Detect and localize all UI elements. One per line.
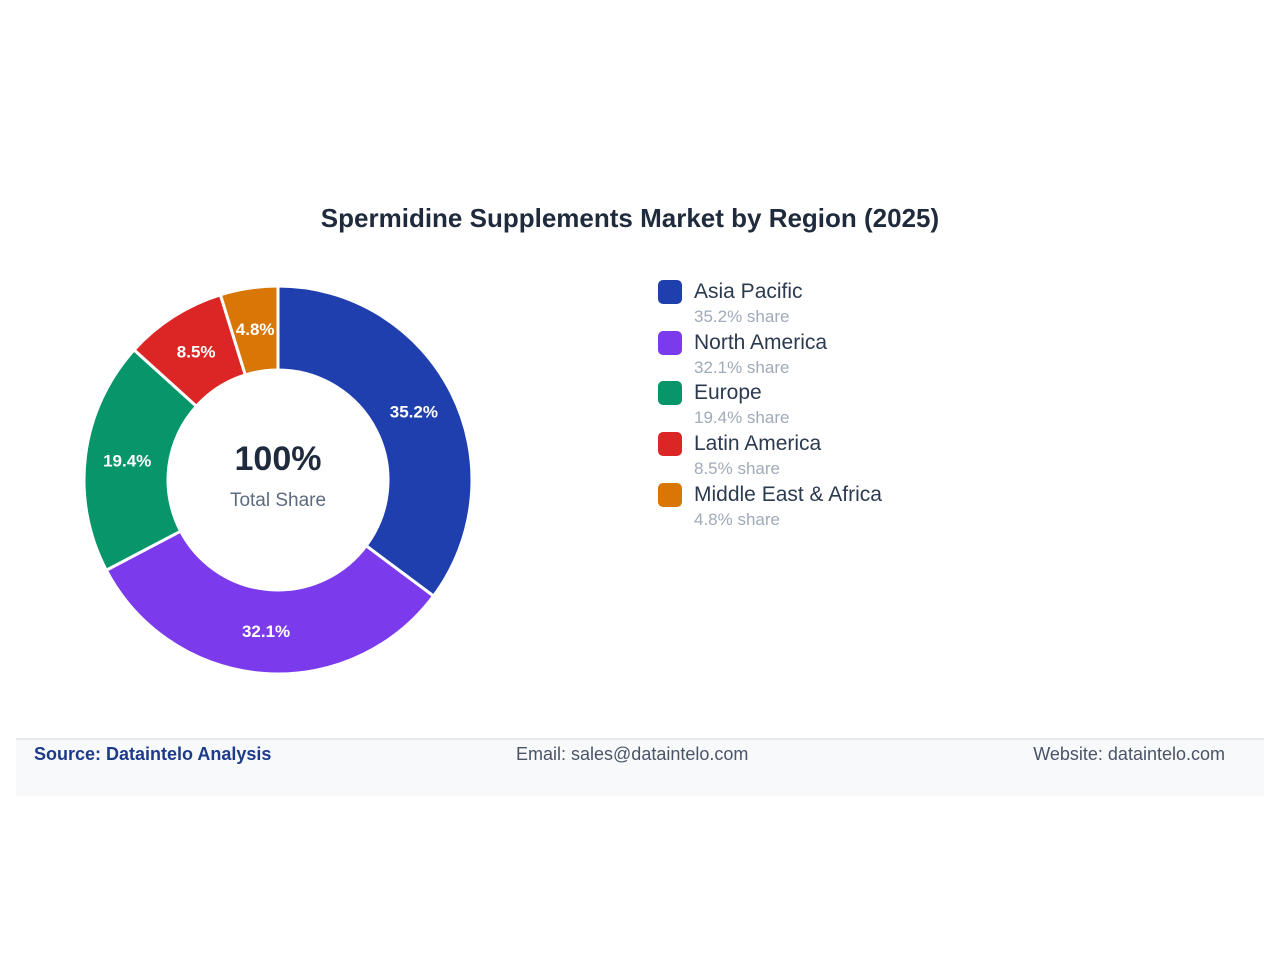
legend-swatch (658, 432, 682, 457)
slice-label-asia-pacific: 35.2% (390, 402, 438, 421)
footer-email[interactable]: Email: sales@dataintelo.com (516, 744, 749, 764)
legend-swatch (658, 482, 682, 507)
legend-label: Latin America (694, 432, 822, 456)
center-total-value: 100% (234, 440, 322, 478)
chart-title: Spermidine Supplements Market by Region … (320, 203, 940, 233)
legend-share: 4.8% share (694, 509, 780, 529)
legend-share: 35.2% share (694, 307, 790, 326)
legend-label: North America (694, 330, 828, 354)
donut-chart: 35.2% 32.1% 19.4% 8.5% 4.8% (82, 284, 474, 676)
center-total-label: Total Share (229, 490, 327, 511)
legend-swatch (658, 381, 682, 406)
donut-slice-north-america[interactable] (104, 529, 436, 676)
footer-website[interactable]: Website: dataintelo.com (1033, 744, 1225, 764)
legend-label: Europe (694, 381, 762, 405)
legend-share: 32.1% share (694, 357, 790, 377)
legend-label: Middle East & Africa (694, 482, 882, 506)
legend-label: Asia Pacific (694, 280, 803, 303)
legend-swatch (658, 280, 682, 304)
donut-slice-asia-pacific[interactable] (276, 284, 474, 599)
slice-label-north-america: 32.1% (242, 622, 290, 641)
footer-source: Source: Dataintelo Analysis (34, 744, 272, 764)
legend-swatch (658, 330, 682, 355)
slice-label-middle-east-and-africa: 4.8% (236, 320, 275, 339)
legend-share: 8.5% share (694, 459, 780, 479)
footer-bar: Source: Dataintelo Analysis Email: sales… (16, 738, 1264, 796)
donut-slice-europe[interactable] (82, 347, 199, 573)
slice-label-latin-america: 8.5% (177, 342, 216, 361)
legend-share: 19.4% share (694, 408, 790, 428)
donut-slice-middle-east-and-africa[interactable] (218, 284, 280, 377)
slice-label-europe: 19.4% (103, 451, 151, 470)
